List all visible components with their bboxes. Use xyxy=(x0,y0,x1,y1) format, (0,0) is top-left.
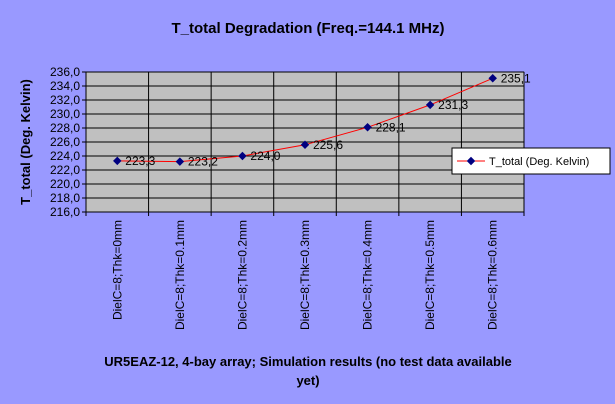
x-tick-label: DielC=8;Thk=0.3mm xyxy=(298,220,312,330)
chart-title: T_total Degradation (Freq.=144.1 MHz) xyxy=(172,20,445,37)
data-label: 223,2 xyxy=(188,155,218,169)
x-axis-title-line1: UR5EAZ-12, 4-bay array; Simulation resul… xyxy=(104,354,511,369)
y-axis-title: T_total (Deg. Kelvin) xyxy=(18,79,33,205)
x-tick-label: DielC=8;Thk=0.4mm xyxy=(361,220,375,330)
x-axis-ticks: DielC=8;Thk=0mm DielC=8;Thk=0.1mm DielC=8;… xyxy=(85,212,525,330)
y-tick-label: 236,0 xyxy=(50,65,80,79)
y-axis-ticks: 216,0218,0220,0222,0224,0226,0228,0230,0… xyxy=(50,65,86,219)
data-label: 225,6 xyxy=(313,138,343,152)
data-label: 235,1 xyxy=(501,71,531,85)
y-tick-label: 228,0 xyxy=(50,121,80,135)
y-tick-label: 220,0 xyxy=(50,177,80,191)
y-tick-label: 222,0 xyxy=(50,163,80,177)
data-point xyxy=(300,140,310,150)
data-point xyxy=(425,100,435,110)
data-label: 223,3 xyxy=(125,154,155,168)
y-tick-label: 234,0 xyxy=(50,79,80,93)
legend: T_total (Deg. Kelvin) xyxy=(451,147,611,175)
data-label: 231,3 xyxy=(438,98,468,112)
y-tick-label: 230,0 xyxy=(50,107,80,121)
gridlines xyxy=(85,71,525,213)
data-label: 228,1 xyxy=(376,120,406,134)
x-tick-label: DielC=8;Thk=0.1mm xyxy=(173,220,187,330)
x-tick-label: DielC=8;Thk=0.5mm xyxy=(423,220,437,330)
x-axis-title-line2: yet) xyxy=(296,373,319,388)
data-point xyxy=(488,74,497,83)
y-tick-label: 226,0 xyxy=(50,135,80,149)
y-tick-label: 216,0 xyxy=(50,205,80,219)
data-point xyxy=(113,156,122,166)
data-labels: 223,3 223,2 224,0 225,6 228,1 231,3 235,1 xyxy=(125,71,531,168)
x-tick-label: DielC=8;Thk=0.6mm xyxy=(486,220,500,330)
data-point xyxy=(238,151,247,161)
y-tick-label: 232,0 xyxy=(50,93,80,107)
x-tick-label: DielC=8;Thk=0.2mm xyxy=(235,220,249,330)
y-tick-label: 218,0 xyxy=(50,191,80,205)
data-point xyxy=(175,157,185,166)
data-point xyxy=(363,123,372,132)
data-label: 224,0 xyxy=(250,149,280,163)
legend-label: T_total (Deg. Kelvin) xyxy=(489,156,589,168)
legend-marker xyxy=(466,156,476,166)
series-t-total xyxy=(113,74,497,166)
x-tick-label: DielC=8;Thk=0mm xyxy=(110,220,124,320)
y-tick-label: 224,0 xyxy=(50,149,80,163)
